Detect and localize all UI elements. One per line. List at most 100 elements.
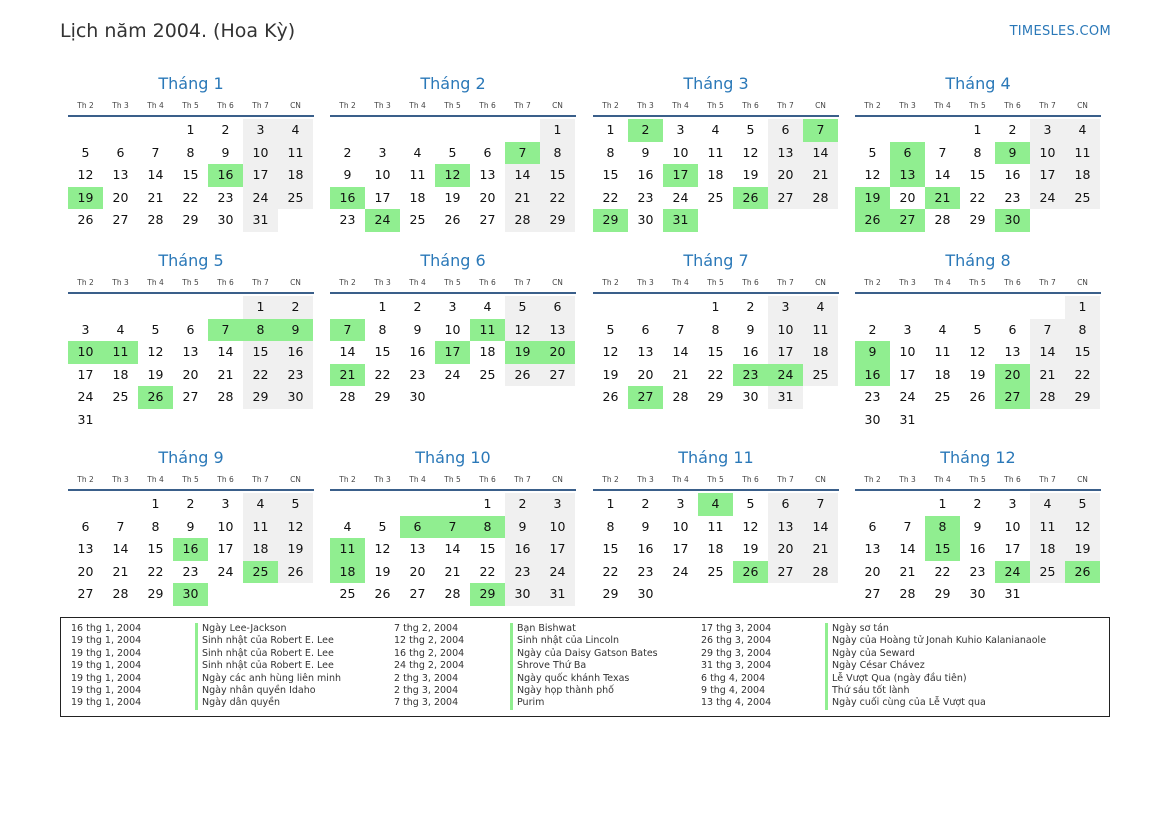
day-cell[interactable]: 1 [540, 119, 575, 142]
day-cell[interactable]: 29 [147, 586, 164, 601]
holiday-day-cell[interactable]: 31 [663, 209, 698, 232]
day-cell[interactable]: 5 [1065, 493, 1100, 516]
day-cell[interactable]: 1 [938, 496, 947, 511]
day-cell[interactable]: 8 [378, 321, 387, 337]
day-cell[interactable]: 2 [278, 296, 313, 319]
holiday-day-cell[interactable]: 7 [330, 318, 365, 341]
day-cell[interactable]: 17 [540, 538, 575, 561]
day-cell[interactable]: 12 [602, 344, 619, 359]
day-cell[interactable]: 22 [707, 366, 724, 382]
day-cell[interactable]: 18 [243, 538, 278, 561]
day-cell[interactable]: 29 [540, 209, 575, 232]
day-cell[interactable]: 9 [973, 518, 982, 534]
day-cell[interactable]: 30 [505, 583, 540, 606]
holiday-day-cell[interactable]: 17 [663, 164, 698, 187]
holiday-day-cell[interactable]: 7 [435, 515, 470, 538]
day-cell[interactable]: 18 [409, 189, 426, 205]
day-cell[interactable]: 31 [77, 411, 94, 427]
day-cell[interactable]: 26 [444, 212, 461, 227]
day-cell[interactable]: 31 [540, 583, 575, 606]
day-cell[interactable]: 4 [243, 493, 278, 516]
day-cell[interactable]: 18 [479, 344, 496, 359]
holiday-day-cell[interactable]: 16 [855, 363, 890, 386]
holiday-day-cell[interactable]: 7 [208, 318, 243, 341]
day-cell[interactable]: 24 [540, 560, 575, 583]
day-cell[interactable]: 25 [707, 563, 724, 579]
day-cell[interactable]: 16 [278, 341, 313, 364]
day-cell[interactable]: 14 [112, 541, 129, 556]
day-cell[interactable]: 4 [278, 119, 313, 142]
day-cell[interactable]: 27 [479, 212, 496, 227]
day-cell[interactable]: 19 [742, 541, 759, 556]
day-cell[interactable]: 1 [186, 122, 195, 137]
day-cell[interactable]: 6 [1008, 321, 1017, 337]
day-cell[interactable]: 22 [147, 563, 164, 579]
day-cell[interactable]: 6 [768, 493, 803, 516]
day-cell[interactable]: 5 [606, 321, 615, 337]
day-cell[interactable]: 29 [243, 386, 278, 409]
day-cell[interactable]: 26 [278, 560, 313, 583]
day-cell[interactable]: 27 [864, 586, 881, 601]
day-cell[interactable]: 20 [112, 189, 129, 205]
day-cell[interactable]: 12 [77, 167, 94, 182]
day-cell[interactable]: 7 [151, 144, 160, 160]
day-cell[interactable]: 4 [711, 122, 720, 137]
day-cell[interactable]: 1 [711, 299, 720, 314]
day-cell[interactable]: 14 [1030, 341, 1065, 364]
day-cell[interactable]: 15 [479, 541, 496, 556]
day-cell[interactable]: 15 [707, 344, 724, 359]
day-cell[interactable]: 28 [147, 212, 164, 227]
day-cell[interactable]: 1 [378, 299, 387, 314]
day-cell[interactable]: 9 [641, 144, 650, 160]
holiday-day-cell[interactable]: 16 [173, 538, 208, 561]
holiday-day-cell[interactable]: 25 [243, 560, 278, 583]
day-cell[interactable]: 17 [768, 341, 803, 364]
day-cell[interactable]: 2 [413, 299, 422, 314]
day-cell[interactable]: 30 [637, 212, 654, 227]
day-cell[interactable]: 4 [1065, 119, 1100, 142]
day-cell[interactable]: 20 [479, 189, 496, 205]
day-cell[interactable]: 7 [803, 493, 838, 516]
day-cell[interactable]: 14 [899, 541, 916, 556]
day-cell[interactable]: 13 [479, 167, 496, 182]
holiday-day-cell[interactable]: 26 [138, 386, 173, 409]
day-cell[interactable]: 22 [243, 363, 278, 386]
day-cell[interactable]: 5 [151, 321, 160, 337]
day-cell[interactable]: 17 [899, 366, 916, 382]
day-cell[interactable]: 21 [1030, 363, 1065, 386]
day-cell[interactable]: 10 [1004, 518, 1021, 534]
day-cell[interactable]: 14 [217, 344, 234, 359]
day-cell[interactable]: 17 [1004, 541, 1021, 556]
day-cell[interactable]: 2 [868, 321, 877, 337]
day-cell[interactable]: 13 [864, 541, 881, 556]
day-cell[interactable]: 19 [969, 366, 986, 382]
day-cell[interactable]: 21 [505, 186, 540, 209]
day-cell[interactable]: 27 [768, 560, 803, 583]
day-cell[interactable]: 24 [1030, 186, 1065, 209]
day-cell[interactable]: 13 [77, 541, 94, 556]
day-cell[interactable]: 22 [969, 189, 986, 205]
holiday-day-cell[interactable]: 29 [470, 583, 505, 606]
holiday-day-cell[interactable]: 21 [925, 186, 960, 209]
day-cell[interactable]: 6 [483, 144, 492, 160]
holiday-day-cell[interactable]: 2 [628, 119, 663, 142]
day-cell[interactable]: 29 [969, 212, 986, 227]
day-cell[interactable]: 31 [768, 386, 803, 409]
day-cell[interactable]: 28 [505, 209, 540, 232]
day-cell[interactable]: 4 [116, 321, 125, 337]
holiday-day-cell[interactable]: 30 [173, 583, 208, 606]
holiday-day-cell[interactable]: 9 [995, 141, 1030, 164]
day-cell[interactable]: 22 [934, 563, 951, 579]
day-cell[interactable]: 1 [1065, 296, 1100, 319]
holiday-day-cell[interactable]: 8 [243, 318, 278, 341]
day-cell[interactable]: 21 [899, 563, 916, 579]
day-cell[interactable]: 5 [278, 493, 313, 516]
day-cell[interactable]: 11 [803, 318, 838, 341]
day-cell[interactable]: 31 [243, 209, 278, 232]
day-cell[interactable]: 3 [221, 496, 230, 511]
day-cell[interactable]: 20 [899, 189, 916, 205]
day-cell[interactable]: 19 [444, 189, 461, 205]
day-cell[interactable]: 2 [1008, 122, 1017, 137]
day-cell[interactable]: 26 [77, 212, 94, 227]
day-cell[interactable]: 30 [217, 212, 234, 227]
